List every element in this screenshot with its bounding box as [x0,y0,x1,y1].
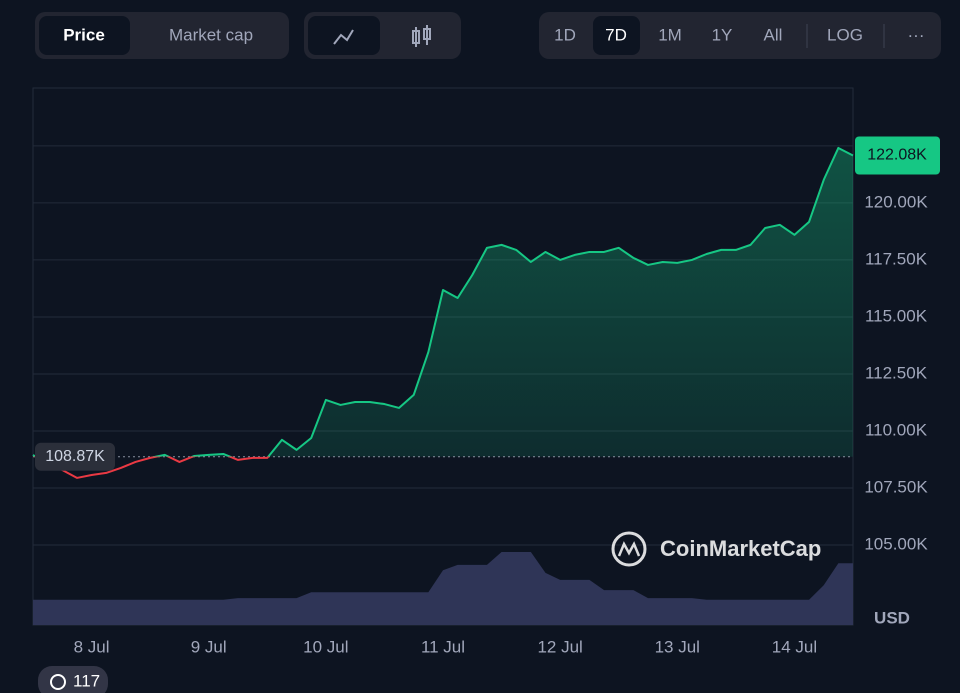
x-tick-label: 13 Jul [655,637,700,656]
line-button[interactable] [308,16,380,55]
line-icon [333,29,354,45]
current-label: 122.08K [867,147,927,164]
current-badge [855,136,940,175]
y-tick-label: 107.50K [864,477,928,496]
range-active[interactable] [593,16,640,55]
tab[interactable]: Market cap [169,25,253,44]
x-tick-label: 10 Jul [303,637,348,656]
watermark: CoinMarketCap [611,531,821,567]
y-tick-label: 120.00K [864,192,928,211]
tab[interactable]: Price [63,25,105,44]
candle-icon[interactable] [412,25,431,47]
range[interactable]: All [764,25,783,44]
price-area [33,147,853,457]
y-tick-label: 112.50K [865,363,928,382]
log-toggle[interactable]: LOG [827,25,863,44]
watermark-text: CoinMarketCap [660,536,821,561]
history-count[interactable]: 117 [73,671,100,690]
y-tick-label: 115.00K [865,306,928,325]
y-tick-label: 110.00K [865,420,928,439]
x-tick-label: 12 Jul [537,637,582,656]
currency-label: USD [874,608,910,627]
range[interactable]: 1Y [712,25,733,44]
plot-layer: 105.00K 107.50K 110.00K 112.50K 115.00K 117.5… [32,145,928,656]
more-button[interactable]: ··· [908,25,925,44]
tab-active[interactable] [39,16,130,55]
range[interactable]: 7D [605,25,627,44]
volume-area [33,551,853,625]
y-tick-label: 105.00K [864,534,928,553]
reference-label: 108.87K [45,448,105,465]
x-tick-label: 11 Jul [421,637,465,656]
history-icon [50,674,66,690]
reference-badge [35,442,115,471]
y-tick-label: 117.50K [865,249,928,268]
range[interactable]: 1M [658,25,682,44]
x-tick-label: 8 Jul [74,637,110,656]
range[interactable]: 1D [554,25,576,44]
history-badge[interactable] [38,666,108,693]
x-tick-label: 9 Jul [191,637,227,656]
price-line [32,146,854,479]
x-tick-label: 14 Jul [772,637,817,656]
